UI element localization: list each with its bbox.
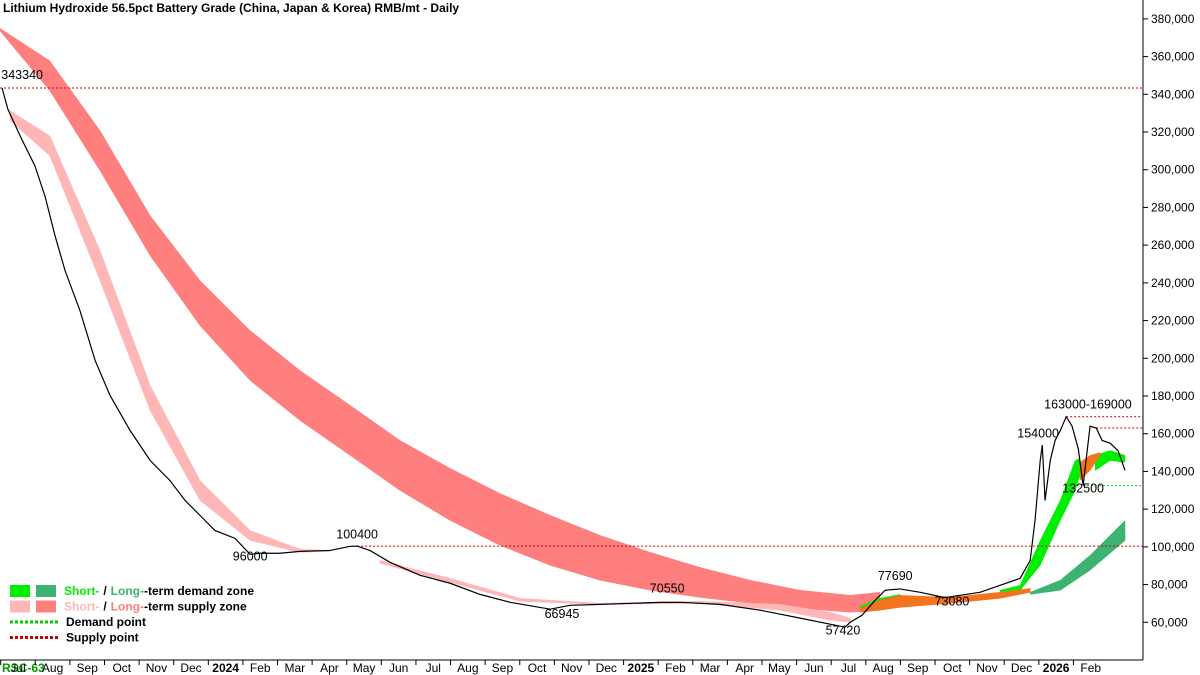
zone-band [1029, 519, 1126, 595]
y-tick-label: 320,000 [1151, 125, 1195, 139]
legend-label-part: Short- [64, 600, 99, 614]
annotation: 77690 [878, 569, 913, 583]
x-tick-label: Apr [320, 661, 339, 675]
legend-label: Supply point [66, 631, 139, 645]
y-tick-label: 100,000 [1151, 540, 1195, 554]
x-tick-label: Sep [492, 661, 514, 675]
footer: RSC-63 [2, 661, 45, 675]
annotation: 100400 [336, 527, 378, 541]
annotation: 73080 [935, 594, 970, 608]
annotation: 96000 [233, 549, 268, 563]
annotation: 132500 [1062, 481, 1104, 495]
x-tick-label: Dec [596, 661, 617, 675]
y-tick-label: 380,000 [1151, 12, 1195, 26]
annotation: 163000-169000 [1044, 397, 1132, 411]
annotation: 70550 [650, 581, 685, 595]
legend-label-part: Long- [111, 600, 144, 614]
legend-label: Short- / Long--term supply zone [64, 600, 247, 614]
x-tick-label: Jun [804, 661, 823, 675]
y-tick-label: 240,000 [1151, 276, 1195, 290]
legend-label-part: Long- [111, 584, 144, 598]
x-tick-label: Apr [735, 661, 754, 675]
x-tick-label: Aug [42, 661, 63, 675]
annotation: 343340 [1, 68, 43, 82]
zone-band [1095, 450, 1126, 471]
legend-label-part: -term demand zone [144, 584, 254, 598]
y-tick-label: 180,000 [1151, 389, 1195, 403]
legend-swatch [36, 585, 56, 597]
chart-title: Lithium Hydroxide 56.5pct Battery Grade … [3, 1, 459, 15]
legend-swatch [10, 585, 30, 597]
x-tick-label: Aug [457, 661, 478, 675]
legend-label: Short- / Long--term demand zone [64, 584, 254, 598]
annotation: 66945 [545, 607, 580, 621]
x-tick-label: Jul [841, 661, 856, 675]
x-tick-label: Dec [180, 661, 201, 675]
legend-swatch [10, 600, 30, 613]
y-tick-label: 220,000 [1151, 314, 1195, 328]
x-tick-label: Mar [284, 661, 305, 675]
x-tick-label: Nov [146, 661, 167, 675]
legend-label-part: / [103, 584, 107, 598]
x-tick-label: Sep [907, 661, 929, 675]
x-tick-label: Jul [10, 661, 25, 675]
legend-label-part: -term supply zone [144, 600, 247, 614]
overlay: 343340 96000 100400 66945 70550 57420 77690 730… [1, 68, 1132, 638]
x-tick-label: 2024 [212, 661, 239, 675]
x-tick-label: Oct [112, 661, 131, 675]
x-tick-label: Aug [872, 661, 893, 675]
x-tick-label: Jun [389, 661, 408, 675]
x-tick-label: Sep [77, 661, 99, 675]
zone-band [860, 588, 1031, 613]
annotation: 57420 [826, 623, 861, 637]
x-tick-label: Feb [665, 661, 686, 675]
x-tick-label: Feb [250, 661, 271, 675]
y-tick-label: 200,000 [1151, 351, 1195, 365]
x-tick-label: Mar [700, 661, 721, 675]
x-tick-label: Nov [561, 661, 582, 675]
x-tick-label: Oct [528, 661, 547, 675]
legend-swatch [36, 600, 56, 613]
y-tick-label: 260,000 [1151, 238, 1195, 252]
x-tick-label: 2025 [628, 661, 655, 675]
x-tick-label: Dec [1011, 661, 1032, 675]
y-tick-label: 340,000 [1151, 87, 1195, 101]
zone-band [9, 110, 331, 553]
x-tick-label: Feb [1080, 661, 1101, 675]
annotation: 154000 [1017, 426, 1059, 440]
price-line [1, 87, 1126, 628]
y-tick-label: 80,000 [1151, 578, 1188, 592]
x-tick-label: May [768, 661, 791, 675]
y-tick-label: 120,000 [1151, 502, 1195, 516]
legend-label: Demand point [66, 615, 146, 629]
y-tick-label: 300,000 [1151, 163, 1195, 177]
x-tick-label: 2026 [1043, 661, 1070, 675]
x-tick-label: Nov [976, 661, 997, 675]
y-tick-label: 140,000 [1151, 464, 1195, 478]
y-tick-label: 160,000 [1151, 427, 1195, 441]
legend: Short- / Long--term demand zone Short- / Long… [4, 582, 254, 645]
y-tick-label: 280,000 [1151, 200, 1195, 214]
legend-label-part: Short- [64, 584, 99, 598]
x-tick-label: May [353, 661, 376, 675]
x-tick-label: Jul [426, 661, 441, 675]
legend-label-part: / [103, 600, 107, 614]
plot [0, 27, 1143, 628]
y-tick-label: 60,000 [1151, 615, 1188, 629]
y-tick-label: 360,000 [1151, 50, 1195, 64]
x-tick-label: Oct [943, 661, 962, 675]
